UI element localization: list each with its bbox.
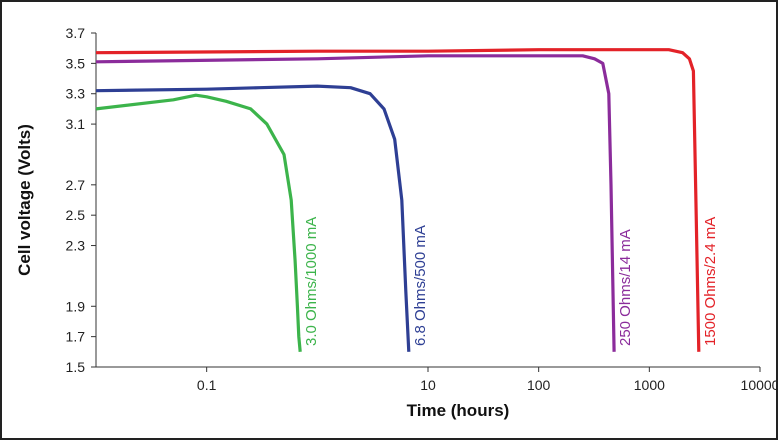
y-tick-label: 3.1 <box>66 116 86 132</box>
series-label: 3.0 Ohms/1000 mA <box>303 217 320 346</box>
x-axis-title: Time (hours) <box>407 401 510 420</box>
y-ticks: 1.5 1.7 1.9 2.3 2.5 2.7 3.1 3.3 3.5 3.7 <box>66 25 96 375</box>
y-tick-label: 1.9 <box>66 298 86 314</box>
x-tick-label: 100 <box>527 377 551 393</box>
series-line <box>95 84 411 352</box>
series-labels: 3.0 Ohms/1000 mA 6.8 Ohms/500 mA 250 Ohms/… <box>303 217 719 346</box>
x-tick-label: 0.1 <box>197 377 217 393</box>
x-ticks: 0.1 10 100 1000 10000 <box>197 367 778 393</box>
x-tick-label: 10000 <box>741 377 778 393</box>
y-tick-label: 1.7 <box>66 329 86 345</box>
series-label: 1500 Ohms/2.4 mA <box>702 217 719 346</box>
y-tick-label: 3.5 <box>66 55 86 71</box>
series-label: 6.8 Ohms/500 mA <box>412 225 429 346</box>
y-axis-title: Cell voltage (Volts) <box>15 124 34 276</box>
series-line <box>95 93 302 352</box>
x-tick-label: 10 <box>420 377 436 393</box>
y-tick-label: 1.5 <box>66 359 86 375</box>
series-line <box>95 54 616 352</box>
y-tick-label: 2.7 <box>66 177 86 193</box>
series-label: 250 Ohms/14 mA <box>617 229 634 346</box>
y-tick-label: 2.3 <box>66 238 86 254</box>
series-lines <box>95 48 701 352</box>
x-tick-label: 1000 <box>634 377 665 393</box>
y-tick-label: 3.7 <box>66 25 86 41</box>
y-tick-label: 3.3 <box>66 86 86 102</box>
y-tick-label: 2.5 <box>66 207 86 223</box>
series-line <box>95 48 701 352</box>
